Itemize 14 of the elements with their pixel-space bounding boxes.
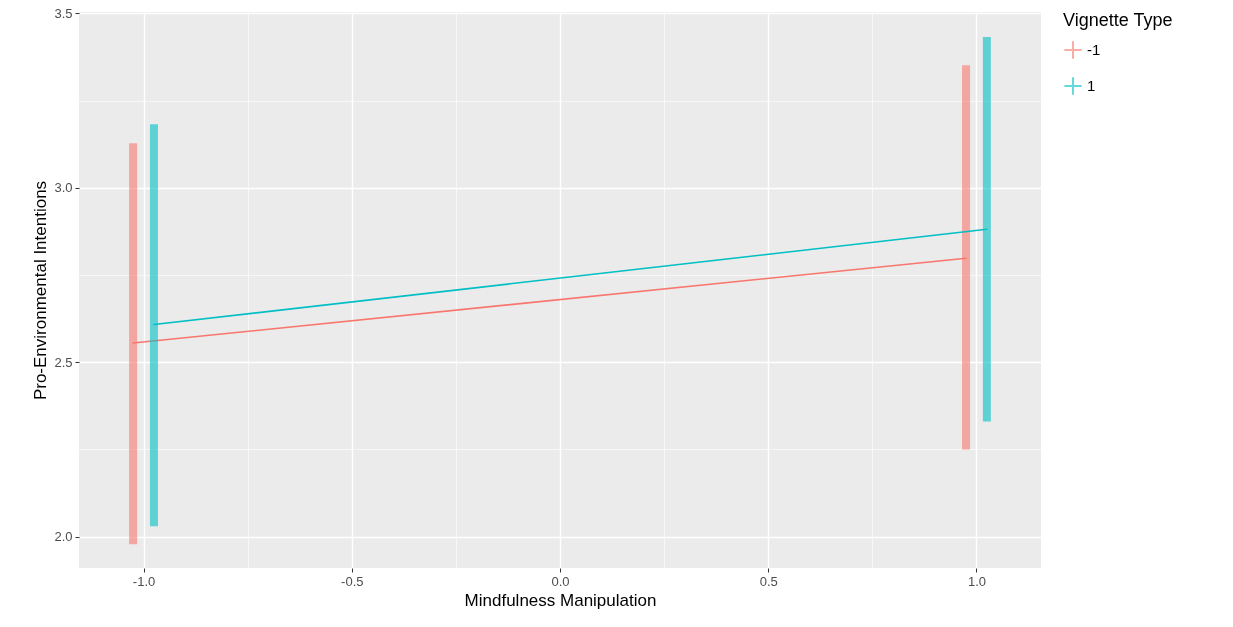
x-tick-label: 0.0: [551, 573, 570, 589]
y-tick-label: 3.5: [54, 5, 73, 21]
x-axis-title: Mindfulness Manipulation: [464, 590, 657, 610]
x-tick-label: 1.0: [967, 573, 986, 589]
legend-label: -1: [1087, 41, 1101, 58]
y-axis-title: Pro-Environmental Intentions: [31, 180, 51, 401]
legend-title: Vignette Type: [1063, 10, 1173, 30]
legend-label: 1: [1087, 77, 1096, 94]
x-tick-label: -0.5: [341, 573, 364, 589]
y-tick-label: 2.5: [54, 354, 73, 370]
y-tick-label: 2.0: [54, 529, 73, 545]
x-tick-label: -1.0: [132, 573, 156, 589]
x-tick-label: 0.5: [759, 573, 778, 589]
y-tick-label: 3.0: [54, 180, 73, 196]
